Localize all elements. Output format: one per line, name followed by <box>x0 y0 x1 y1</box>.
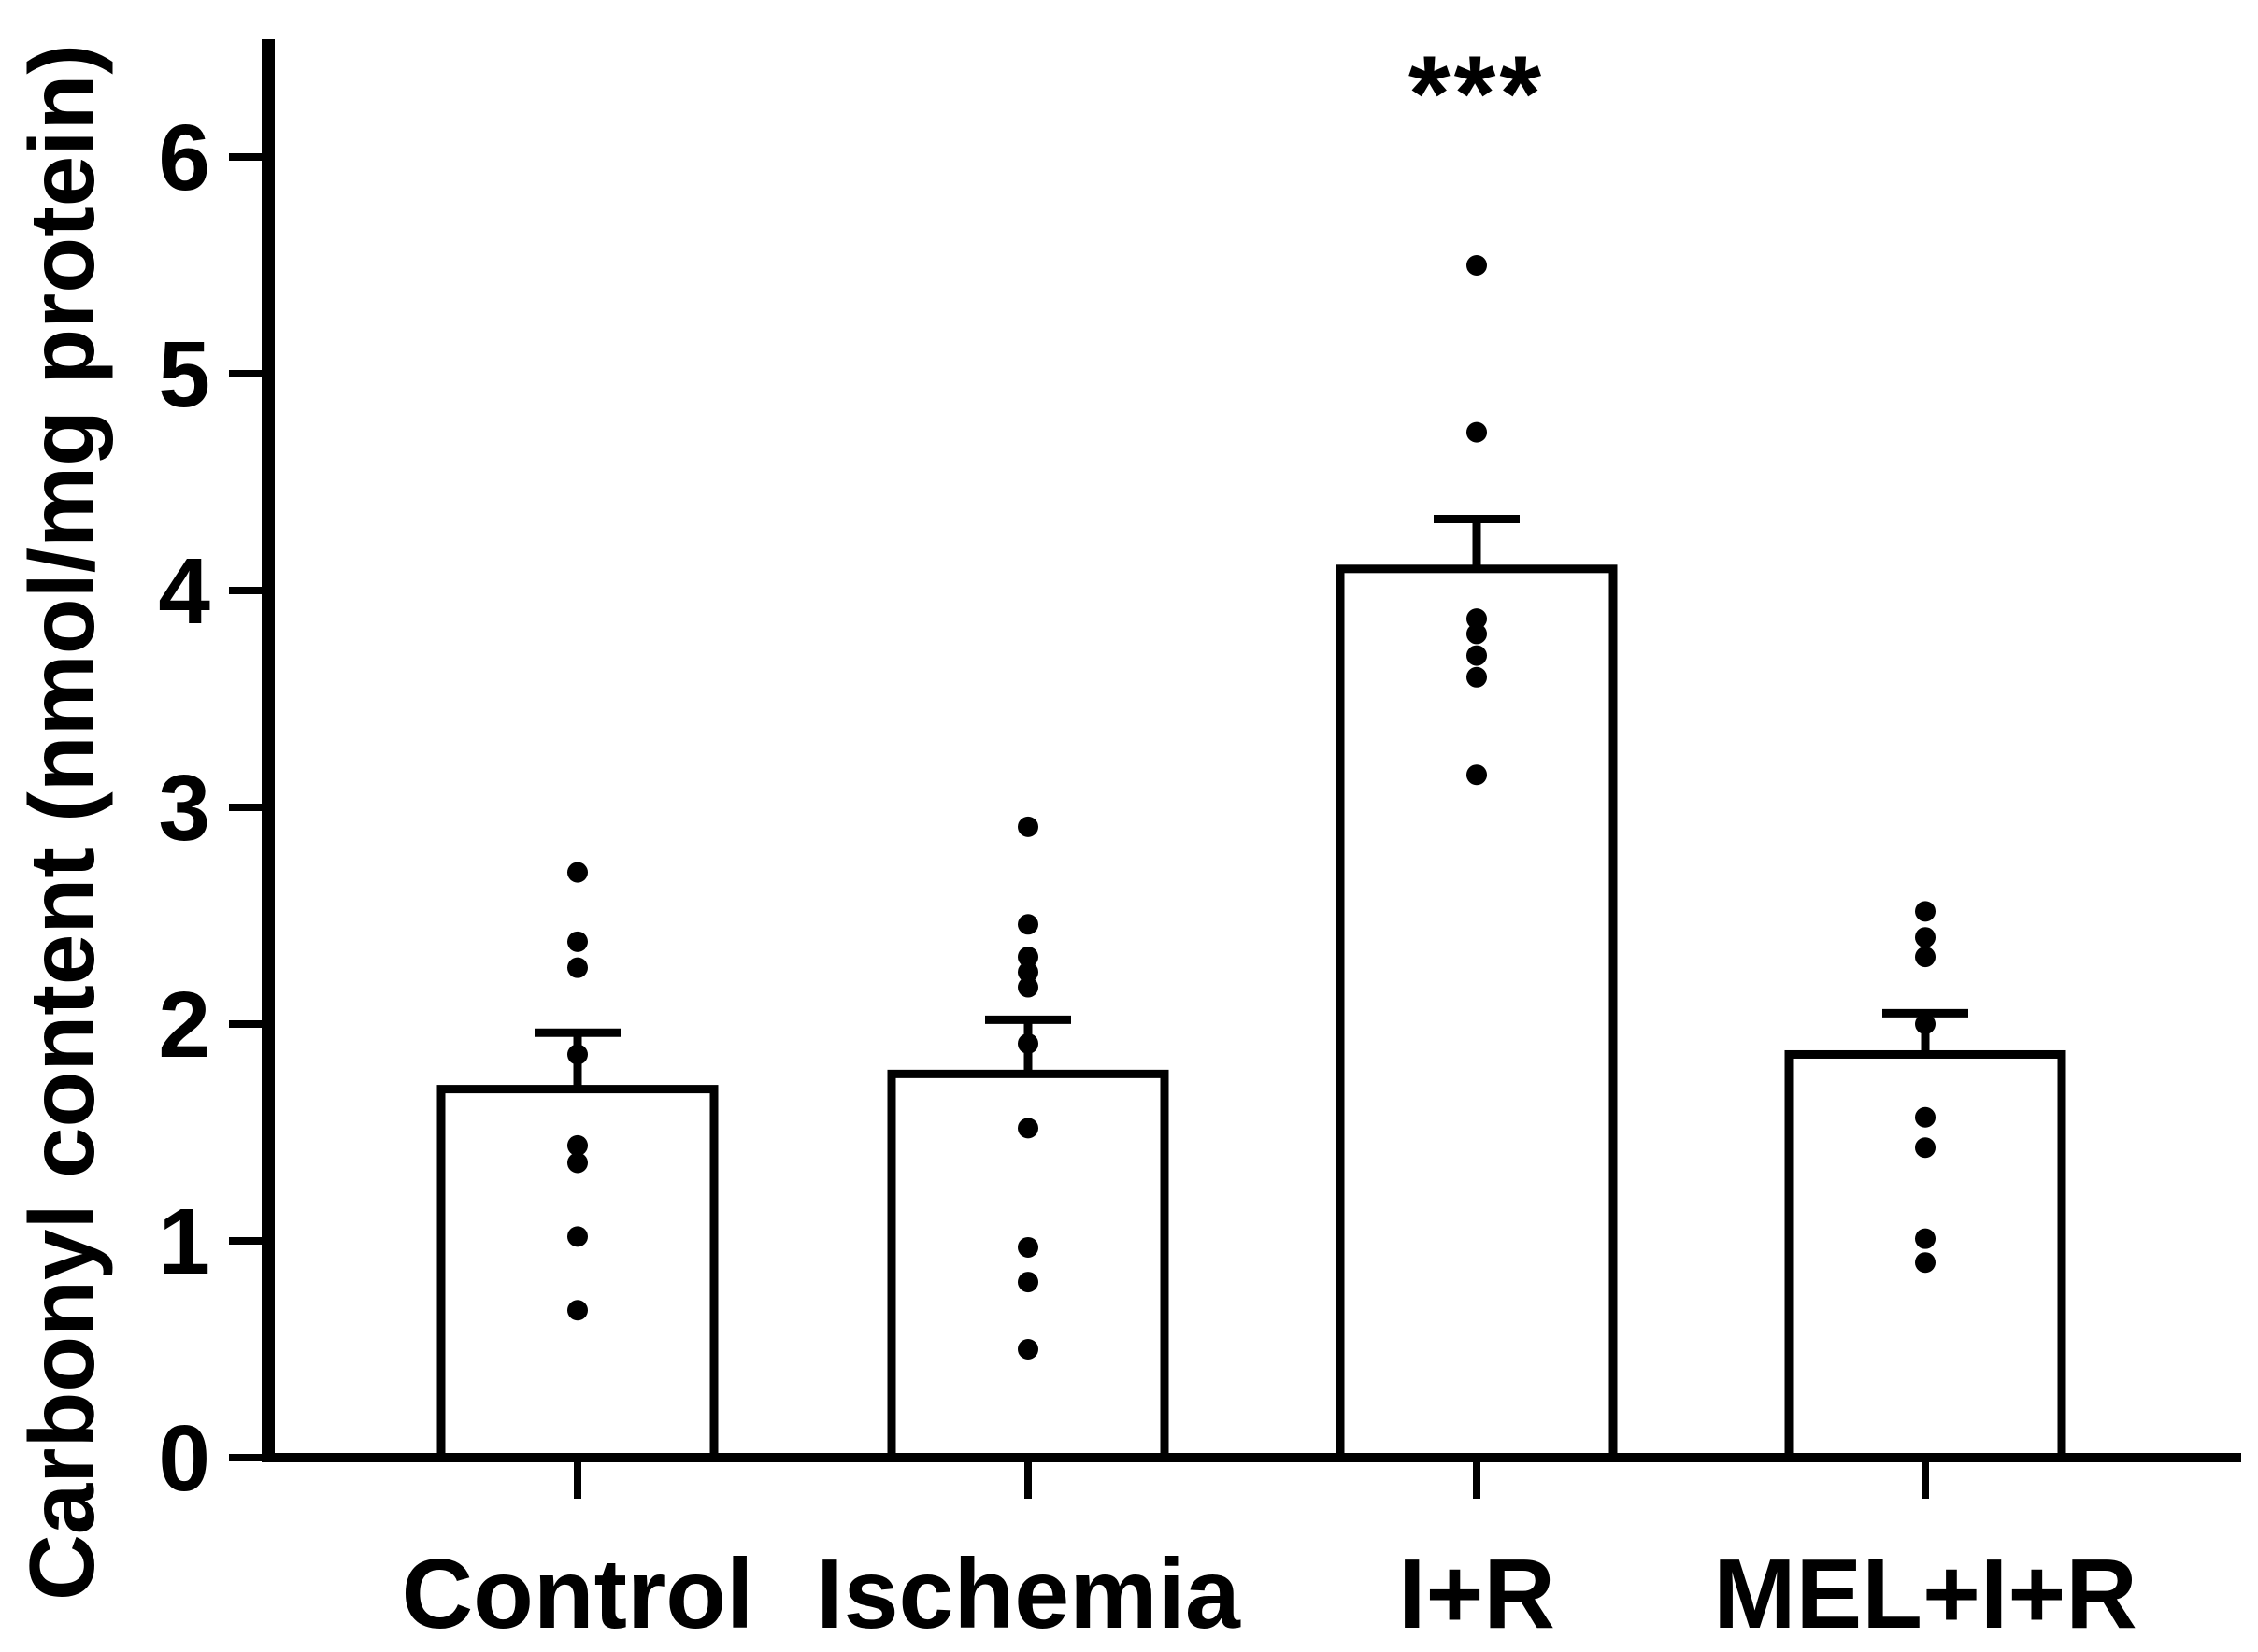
data-point <box>1915 1014 1936 1034</box>
data-point <box>1018 914 1038 935</box>
data-point <box>567 1226 588 1247</box>
data-point <box>1466 666 1487 688</box>
data-point <box>1915 1106 1936 1128</box>
y-tick-label: 2 <box>158 973 210 1077</box>
data-point <box>1915 1252 1936 1274</box>
data-point <box>1018 1272 1038 1293</box>
data-point <box>1018 976 1038 998</box>
data-point <box>1915 947 1936 968</box>
data-point <box>567 957 588 978</box>
y-tick-label: 1 <box>158 1189 210 1294</box>
data-point <box>567 1300 588 1321</box>
category-label: I+R <box>1398 1539 1555 1647</box>
data-point <box>1018 1236 1038 1258</box>
data-point <box>1018 1339 1038 1360</box>
data-point <box>1915 1228 1936 1249</box>
data-point <box>1915 1137 1936 1159</box>
category-label: MEL+I+R <box>1713 1539 2137 1647</box>
data-point <box>567 931 588 952</box>
y-tick-label: 6 <box>158 106 210 210</box>
data-point <box>1466 421 1487 443</box>
y-tick-label: 4 <box>158 539 210 644</box>
significance-label: *** <box>1408 35 1545 154</box>
data-point <box>1915 927 1936 948</box>
data-point <box>1466 255 1487 276</box>
data-point <box>1466 623 1487 645</box>
data-point <box>1018 947 1038 968</box>
y-axis-title: Carbonyl content (nmol/mg protein) <box>10 44 113 1601</box>
data-point <box>1466 608 1487 630</box>
data-point <box>1018 816 1038 837</box>
data-point <box>1018 961 1038 983</box>
bar-i-r <box>1336 564 1618 1462</box>
data-point <box>567 1152 588 1174</box>
data-point <box>1018 1118 1038 1139</box>
data-point <box>1018 1032 1038 1054</box>
y-tick-label: 5 <box>158 322 210 427</box>
y-tick-label: 3 <box>158 756 210 861</box>
data-point <box>1915 901 1936 922</box>
data-point <box>567 862 588 883</box>
data-point <box>1466 645 1487 666</box>
data-point <box>567 1044 588 1065</box>
y-tick-label: 0 <box>158 1406 210 1511</box>
category-label: Ischemia <box>816 1539 1241 1647</box>
category-label: Control <box>402 1539 754 1647</box>
data-point <box>1466 764 1487 786</box>
data-point <box>567 1134 588 1156</box>
